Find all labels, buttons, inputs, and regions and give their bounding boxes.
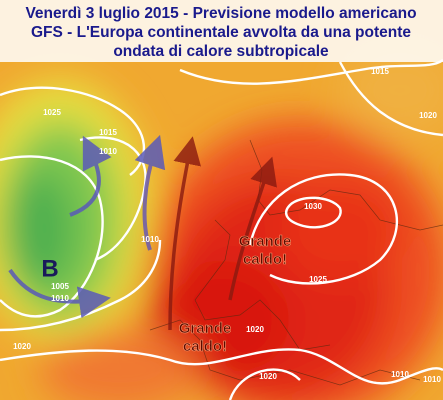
- annotation-line: caldo!: [183, 338, 227, 355]
- pressure-label: 1025: [43, 108, 61, 117]
- low-pressure-center: B: [41, 255, 58, 282]
- title-line: GFS - L'Europa continentale avvolta da u…: [31, 24, 411, 41]
- wind-arrows: [8, 134, 277, 331]
- pressure-label: 1025: [309, 275, 327, 284]
- pressure-label: 1005: [51, 282, 69, 291]
- pressure-label: 1015: [99, 128, 117, 137]
- annotation-line: caldo!: [243, 251, 287, 268]
- pressure-label: 1020: [419, 111, 437, 120]
- pressure-label: 1020: [259, 372, 277, 381]
- pressure-label: 1010: [391, 370, 409, 379]
- title: Venerdì 3 luglio 2015 - Previsione model…: [25, 5, 416, 60]
- pressure-label: 1010: [423, 375, 441, 384]
- title-line: ondata di calore subtropicale: [113, 43, 329, 60]
- annotation: Grande caldo!: [239, 233, 292, 268]
- title-line: Venerdì 3 luglio 2015 - Previsione model…: [25, 5, 416, 22]
- pressure-label: 1020: [13, 342, 31, 351]
- pressure-label: 1015: [371, 67, 389, 76]
- annotation-line: Grande: [239, 233, 292, 250]
- title-box: [0, 0, 443, 62]
- temperature-field: [0, 40, 443, 400]
- pressure-label: 1010: [141, 235, 159, 244]
- pressure-label: 1010: [99, 147, 117, 156]
- pressure-label: 1020: [246, 325, 264, 334]
- annotation-line: Grande: [179, 320, 232, 337]
- isobars: [0, 58, 443, 400]
- pressure-label: 1030: [304, 202, 322, 211]
- annotation: Grande caldo!: [179, 320, 232, 355]
- pressure-label: 1010: [51, 294, 69, 303]
